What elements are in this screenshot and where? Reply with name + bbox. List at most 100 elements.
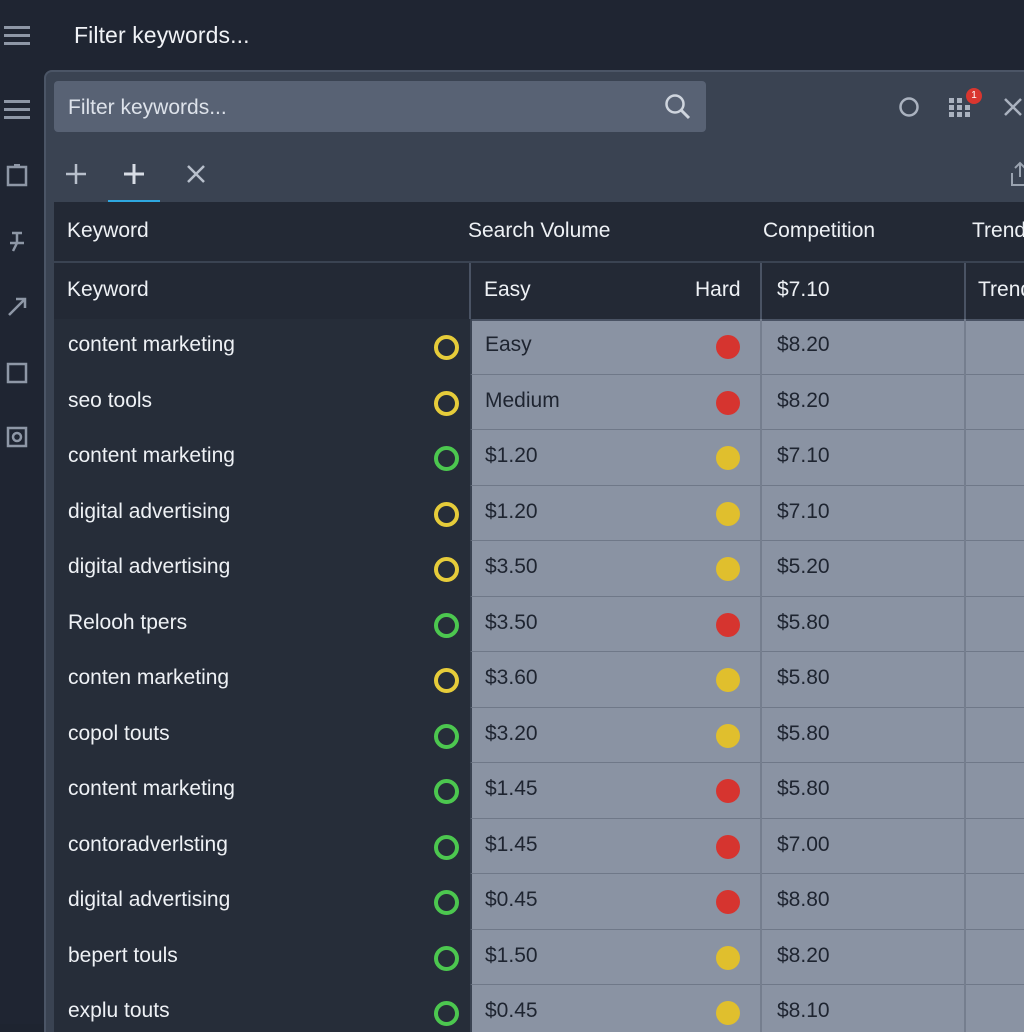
metrics-cell — [470, 818, 1024, 874]
metrics-cell — [470, 596, 1024, 652]
table-row[interactable]: bepert touls $1.50 $8.20 — [54, 929, 1024, 986]
metrics-cell — [470, 430, 1024, 486]
search-input[interactable] — [54, 81, 670, 134]
close-icon — [187, 165, 205, 183]
cpc-value: $8.20 — [777, 333, 830, 356]
metrics-cell — [470, 541, 1024, 597]
keyword-cell — [54, 929, 470, 986]
cpc-value: $8.10 — [777, 999, 830, 1022]
window-title: Filter keywords... — [74, 22, 250, 48]
volume-value: $3.60 — [485, 666, 538, 689]
metrics-cell — [470, 763, 1024, 819]
subheader-easy[interactable]: Easy — [484, 278, 531, 301]
divider — [964, 652, 966, 708]
keyword-text: contoradverlsting — [68, 832, 228, 856]
subheader-cpc[interactable]: $7.10 — [777, 278, 830, 301]
trend-arrow-icon[interactable] — [4, 294, 30, 320]
divider — [964, 596, 966, 652]
divider — [760, 985, 762, 1032]
divider — [760, 818, 762, 874]
add-tab-button[interactable] — [50, 148, 102, 200]
cpc-value: $7.10 — [777, 444, 830, 467]
volume-value: $1.50 — [485, 943, 538, 967]
difficulty-dot-icon — [716, 557, 740, 581]
close-icon[interactable] — [1002, 96, 1024, 123]
volume-value: $3.20 — [485, 721, 538, 745]
status-ring-icon — [434, 1001, 459, 1026]
keyword-text: digital advertising — [68, 555, 231, 578]
square-icon[interactable] — [4, 360, 30, 386]
cpc-value: $8.20 — [777, 943, 830, 967]
divider — [760, 596, 762, 652]
volume-value: $1.45 — [485, 777, 538, 800]
column-header-keyword[interactable]: Keyword — [67, 219, 149, 242]
table-row[interactable]: seo tools Medium $8.20 — [54, 374, 1024, 431]
difficulty-dot-icon — [716, 834, 740, 859]
search-icon[interactable] — [664, 93, 692, 126]
keyword-text: content marketing — [68, 777, 235, 800]
keyword-cell — [54, 541, 470, 598]
column-header-trend[interactable]: Trend — [972, 219, 1024, 242]
divider — [964, 485, 966, 541]
cpc-value: $7.10 — [777, 499, 830, 523]
subheader-keyword[interactable]: Keyword — [67, 278, 149, 301]
difficulty-dot-icon — [716, 945, 740, 970]
table-row[interactable]: digital advertising $1.20 $7.10 — [54, 485, 1024, 542]
metrics-cell — [470, 319, 1024, 375]
table-row[interactable]: content marketing $1.20 $7.10 — [54, 430, 1024, 487]
divider — [964, 430, 966, 486]
table-row[interactable]: copol touts $3.20 $5.80 — [54, 707, 1024, 764]
tab-active[interactable] — [108, 148, 160, 203]
menu-icon[interactable] — [4, 96, 30, 122]
table-header: Keyword Search Volume Competition Trend — [54, 202, 1024, 263]
volume-value: Easy — [485, 333, 532, 356]
keyword-text: digital advertising — [68, 888, 231, 911]
difficulty-dot-icon — [716, 890, 740, 914]
table-row[interactable]: content marketing $1.45 $5.80 — [54, 763, 1024, 820]
volume-value: $3.50 — [485, 610, 538, 634]
table-row[interactable]: content marketing Easy $8.20 — [54, 319, 1024, 376]
volume-value: $0.45 — [485, 999, 538, 1022]
subheader-hard[interactable]: Hard — [695, 278, 741, 301]
pin-icon[interactable] — [4, 228, 30, 254]
keyword-text: copol touts — [68, 721, 170, 745]
column-header-competition[interactable]: Competition — [763, 219, 876, 242]
table-row[interactable]: conten marketing $3.60 $5.80 — [54, 652, 1024, 709]
table-row[interactable]: contoradverlsting $1.45 $7.00 — [54, 818, 1024, 875]
divider — [964, 818, 966, 874]
difficulty-dot-icon — [716, 612, 740, 637]
volume-value: $1.45 — [485, 832, 538, 856]
top-bar: Filter keywords... — [0, 0, 1024, 72]
circle-icon[interactable] — [898, 96, 920, 123]
clipboard-icon[interactable] — [4, 162, 30, 188]
volume-value: $0.45 — [485, 888, 538, 911]
difficulty-dot-icon — [716, 446, 740, 470]
table-row[interactable]: digital advertising $3.50 $5.20 — [54, 541, 1024, 598]
divider — [469, 263, 471, 319]
keyword-text: digital advertising — [68, 499, 231, 523]
metrics-cell — [470, 652, 1024, 708]
column-header-search-volume[interactable]: Search Volume — [468, 219, 611, 242]
plus-icon — [66, 164, 86, 184]
table-row[interactable]: digital advertising $0.45 $8.80 — [54, 874, 1024, 931]
menu-icon[interactable] — [4, 24, 30, 51]
export-icon — [1011, 161, 1024, 186]
grid-icon[interactable] — [948, 96, 972, 123]
difficulty-dot-icon — [716, 1001, 740, 1025]
export-button[interactable] — [994, 148, 1024, 200]
table-row[interactable]: Relooh tpers $3.50 $5.80 — [54, 596, 1024, 653]
metrics-cell — [470, 707, 1024, 763]
cpc-value: $5.80 — [777, 666, 830, 689]
subheader-trend[interactable]: Trend — [978, 278, 1024, 301]
divider — [964, 374, 966, 430]
close-tab-button[interactable] — [170, 148, 222, 200]
camera-icon[interactable] — [4, 424, 30, 450]
keyword-cell — [54, 430, 470, 487]
difficulty-dot-icon — [716, 723, 740, 748]
table-row[interactable]: explu touts $0.45 $8.10 — [54, 985, 1024, 1032]
keyword-cell — [54, 763, 470, 820]
status-ring-icon — [434, 446, 459, 471]
divider — [760, 374, 762, 430]
divider — [760, 929, 762, 985]
divider — [964, 874, 966, 930]
